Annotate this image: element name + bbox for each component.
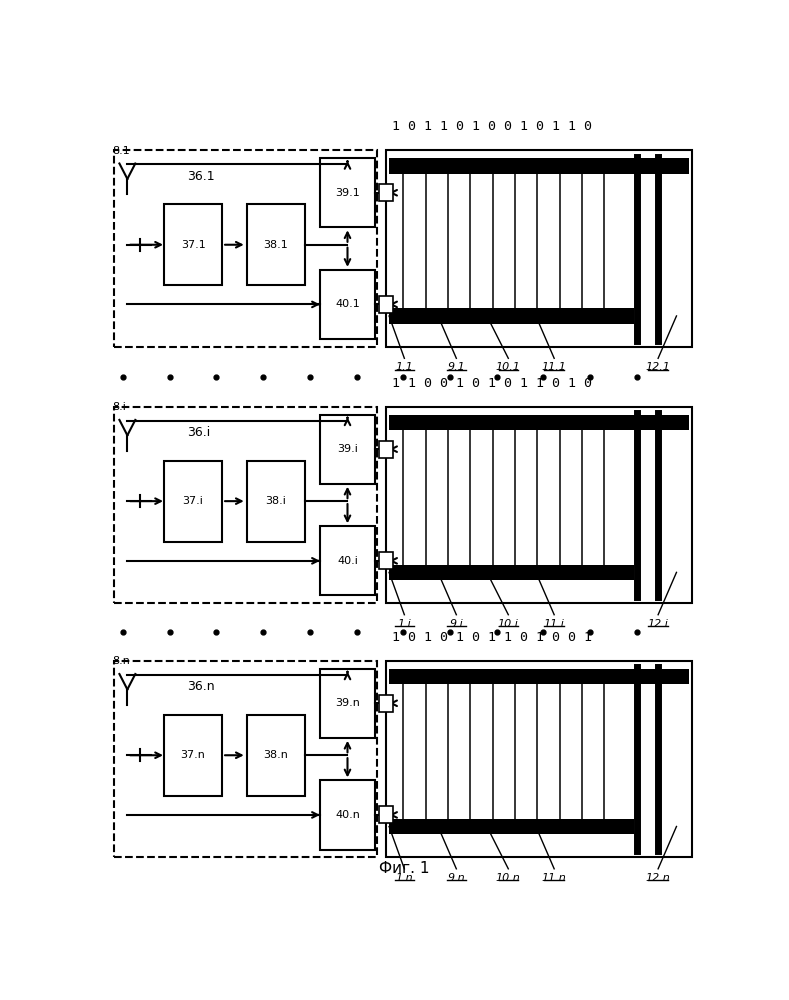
Text: 9.n: 9.n bbox=[447, 873, 466, 883]
Text: 1.i: 1.i bbox=[398, 619, 411, 629]
Bar bbox=[320, 526, 375, 595]
Text: 38.1: 38.1 bbox=[264, 240, 288, 250]
Bar bbox=[389, 565, 634, 580]
Text: 36.i: 36.i bbox=[187, 426, 211, 439]
Text: 39.i: 39.i bbox=[337, 444, 358, 454]
Bar bbox=[114, 150, 377, 347]
Text: 11.n: 11.n bbox=[542, 873, 567, 883]
Bar bbox=[320, 669, 375, 738]
Bar bbox=[389, 819, 634, 834]
Text: 9.1: 9.1 bbox=[447, 362, 466, 372]
Text: 39.n: 39.n bbox=[335, 698, 360, 708]
Bar bbox=[164, 204, 222, 285]
Bar bbox=[386, 150, 692, 347]
Bar bbox=[247, 461, 305, 542]
Text: 36.n: 36.n bbox=[187, 680, 215, 693]
Text: 38.i: 38.i bbox=[265, 496, 286, 506]
Text: 1 0 1 1 0 1 0 0 1 0 1 1 0: 1 0 1 1 0 1 0 0 1 0 1 1 0 bbox=[392, 120, 592, 133]
Text: 1.1: 1.1 bbox=[395, 362, 413, 372]
Text: 10.1: 10.1 bbox=[495, 362, 521, 372]
Bar bbox=[247, 715, 305, 796]
Bar bbox=[389, 669, 689, 684]
Bar bbox=[320, 158, 375, 227]
Text: 12.n: 12.n bbox=[645, 873, 671, 883]
Bar bbox=[320, 780, 375, 850]
Text: 10.i: 10.i bbox=[498, 619, 518, 629]
Bar bbox=[380, 806, 393, 823]
Text: 10.n: 10.n bbox=[496, 873, 521, 883]
Bar bbox=[247, 204, 305, 285]
Bar bbox=[389, 308, 634, 324]
Text: 11.1: 11.1 bbox=[542, 362, 567, 372]
Text: 37.n: 37.n bbox=[181, 750, 206, 760]
Text: 8.i: 8.i bbox=[112, 402, 126, 412]
Text: Фиг. 1: Фиг. 1 bbox=[379, 861, 430, 876]
Bar bbox=[320, 415, 375, 484]
Bar bbox=[114, 407, 377, 603]
Text: 12.i: 12.i bbox=[648, 619, 668, 629]
Bar bbox=[380, 296, 393, 313]
Bar bbox=[380, 441, 393, 458]
Bar bbox=[320, 270, 375, 339]
Bar bbox=[114, 661, 377, 857]
Bar bbox=[380, 184, 393, 201]
Text: 40.1: 40.1 bbox=[335, 299, 360, 309]
Text: 9.i: 9.i bbox=[450, 619, 463, 629]
Text: 8.1: 8.1 bbox=[112, 146, 130, 156]
Text: 12.1: 12.1 bbox=[645, 362, 671, 372]
Bar bbox=[164, 715, 222, 796]
Bar bbox=[389, 415, 689, 430]
Text: 37.i: 37.i bbox=[183, 496, 204, 506]
Text: 11.i: 11.i bbox=[544, 619, 565, 629]
Text: 37.1: 37.1 bbox=[181, 240, 205, 250]
Text: 1.n: 1.n bbox=[395, 873, 413, 883]
Text: 8.n: 8.n bbox=[112, 656, 130, 666]
Bar bbox=[380, 552, 393, 569]
Bar bbox=[380, 695, 393, 712]
Text: 40.n: 40.n bbox=[335, 810, 360, 820]
Text: 1 0 1 0 1 0 1 1 0 1 0 0 1: 1 0 1 0 1 0 1 1 0 1 0 0 1 bbox=[392, 631, 592, 644]
Bar bbox=[386, 661, 692, 857]
Text: 39.1: 39.1 bbox=[335, 188, 360, 198]
Bar bbox=[386, 407, 692, 603]
Text: 38.n: 38.n bbox=[264, 750, 288, 760]
Text: 36.1: 36.1 bbox=[187, 170, 215, 183]
Bar bbox=[389, 158, 689, 174]
Bar bbox=[164, 461, 222, 542]
Text: 1 1 0 0 1 0 1 0 1 1 0 1 0: 1 1 0 0 1 0 1 0 1 1 0 1 0 bbox=[392, 377, 592, 390]
Text: 40.i: 40.i bbox=[337, 556, 358, 566]
